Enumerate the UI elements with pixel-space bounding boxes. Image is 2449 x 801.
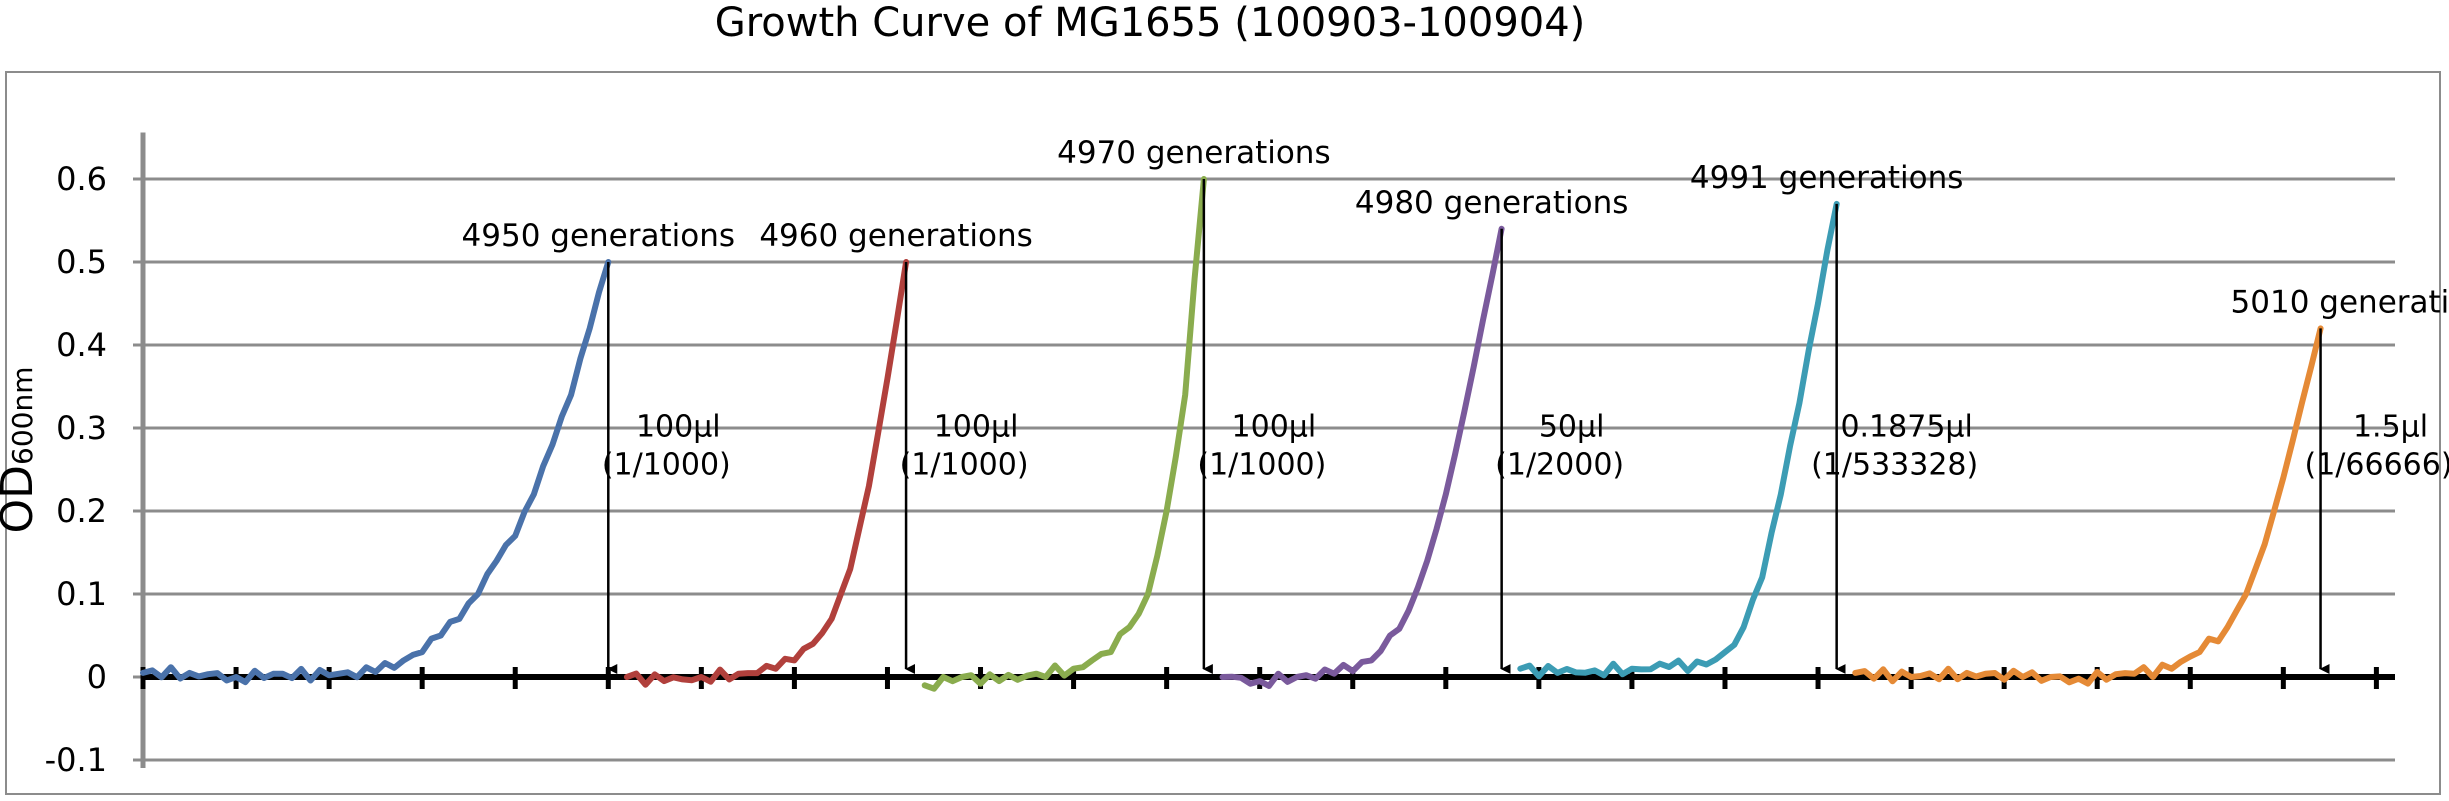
volume-label: 50μl	[1539, 409, 1605, 444]
volume-label: 100μl	[636, 409, 721, 444]
series-line	[1219, 225, 1505, 689]
dilution-label: (1/1000)	[900, 447, 1029, 482]
dilution-label: (1/1000)	[1197, 447, 1326, 482]
series-lines	[140, 176, 2324, 692]
dilution-label: (1/1000)	[602, 447, 731, 482]
chart-title: Growth Curve of MG1655 (100903-100904)	[715, 0, 1586, 46]
y-tick-label: 0.4	[56, 326, 107, 364]
volume-label: 100μl	[934, 409, 1019, 444]
series-line	[1852, 325, 2324, 687]
y-tick-label: 0.6	[56, 160, 107, 198]
gridlines	[143, 177, 2395, 762]
y-tick-label: 0.2	[56, 492, 107, 530]
dilution-label: (1/66666)	[2305, 447, 2449, 482]
dilution-label: (1/533328)	[1811, 447, 1978, 482]
volume-label: 100μl	[1232, 409, 1317, 444]
y-axis-label-subscript: 600nm	[6, 367, 39, 465]
series-line	[623, 259, 910, 688]
generation-label: 4970 generations	[1057, 135, 1331, 171]
generation-label: 4950 generations	[462, 218, 736, 254]
svg-text:OD600nm: OD600nm	[0, 367, 43, 534]
y-tick-label: 0.5	[56, 243, 107, 281]
y-tick-label: 0.3	[56, 409, 107, 447]
generation-label: 5010 generations	[2231, 284, 2449, 320]
generation-label: 4991 generations	[1690, 160, 1964, 196]
y-axis-label-main: OD	[0, 465, 43, 534]
y-tick-label: -0.1	[45, 741, 107, 779]
y-tick-labels: 0.6 0.5 0.4 0.3 0.2 0.1 0 -0.1	[45, 160, 107, 779]
plot-frame	[5, 71, 2441, 795]
y-tick-label: 0	[87, 658, 107, 696]
generation-label: 4980 generations	[1355, 185, 1629, 221]
series-line	[921, 176, 1207, 692]
y-axis-label: OD600nm	[0, 367, 43, 534]
series-line	[1517, 200, 1840, 680]
y-tick-label: 0.1	[56, 575, 107, 613]
generation-label: 4960 generations	[759, 218, 1033, 254]
dilution-label: (1/2000)	[1495, 447, 1624, 482]
series-line	[140, 259, 612, 686]
volume-label: 1.5μl	[2353, 409, 2428, 444]
volume-label: 0.1875μl	[1840, 409, 1972, 444]
